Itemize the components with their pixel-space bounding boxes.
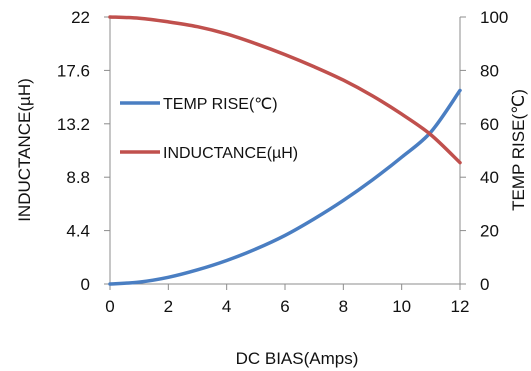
right-tick-label: 80 <box>480 61 499 80</box>
axes <box>104 16 466 290</box>
x-tick-label: 0 <box>105 297 114 316</box>
x-axis-title: DC BIAS(Amps) <box>236 349 359 368</box>
x-tick-label: 2 <box>164 297 173 316</box>
right-tick-label: 0 <box>480 275 489 294</box>
right-tick-label: 20 <box>480 222 499 241</box>
legend-label-temp-rise: TEMP RISE(℃) <box>163 96 278 113</box>
left-tick-label: 4.4 <box>66 222 90 241</box>
inductance-series-line <box>108 15 462 165</box>
x-tick-label: 10 <box>392 297 411 316</box>
x-tick-label: 8 <box>339 297 348 316</box>
left-tick-label: 8.8 <box>66 168 90 187</box>
right-tick-label: 60 <box>480 115 499 134</box>
left-tick-label: 0 <box>81 275 90 294</box>
x-tick-label: 4 <box>222 297 231 316</box>
left-tick-label: 17.6 <box>57 61 90 80</box>
right-tick-label: 40 <box>480 168 499 187</box>
legend: TEMP RISE(℃) INDUCTANCE(µH) <box>120 96 298 162</box>
series-layer <box>108 15 462 286</box>
left-tick-label: 22 <box>71 8 90 27</box>
x-tick-label: 12 <box>451 297 470 316</box>
right-axis-title: TEMP RISE(℃) <box>509 89 528 211</box>
left-axis-title: INDUCTANCE(µH) <box>15 78 34 222</box>
x-tick-label: 6 <box>280 297 289 316</box>
tick-labels: 0 2 4 6 8 10 12 0 4.4 8.8 13.2 17.6 22 0 20 40 60 80 100 <box>57 8 508 316</box>
right-tick-label: 100 <box>480 8 508 27</box>
temp-rise-series-line <box>108 88 462 286</box>
legend-label-inductance: INDUCTANCE(µH) <box>163 145 298 162</box>
left-tick-label: 13.2 <box>57 115 90 134</box>
